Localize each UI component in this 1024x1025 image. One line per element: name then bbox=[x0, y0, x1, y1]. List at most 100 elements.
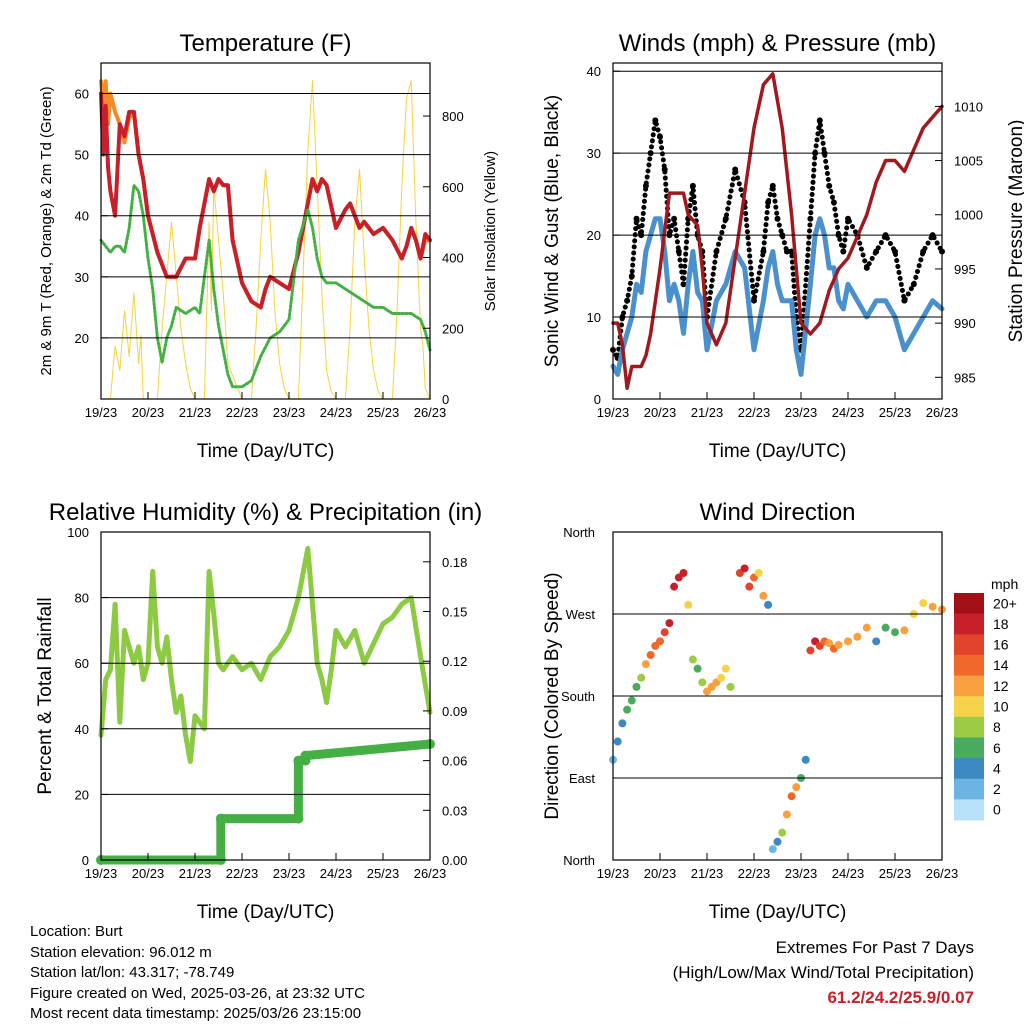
data-point-gust bbox=[751, 297, 757, 304]
direction-point bbox=[844, 637, 852, 646]
direction-point bbox=[754, 569, 763, 577]
y2-tick-label: 0.12 bbox=[442, 654, 467, 669]
direction-point bbox=[740, 564, 749, 573]
x-tick-label: 25/23 bbox=[879, 405, 912, 420]
direction-point bbox=[825, 639, 834, 648]
direction-point bbox=[670, 582, 679, 591]
direction-point bbox=[717, 673, 726, 682]
data-point-gust bbox=[816, 117, 823, 124]
direction-point bbox=[660, 628, 669, 637]
x-axis-label: Time (Day/UTC) bbox=[709, 902, 847, 923]
y2-tick-label: 600 bbox=[442, 180, 464, 195]
direction-point bbox=[698, 678, 707, 687]
y2-tick-label: 200 bbox=[442, 321, 464, 336]
direction-point bbox=[627, 696, 636, 705]
data-point-gust bbox=[910, 281, 917, 288]
data-point-gust bbox=[760, 248, 767, 255]
colorbar-swatch bbox=[954, 716, 984, 738]
y-tick-label: 60 bbox=[75, 656, 89, 671]
y2-axis-label: Solar Insolation (Yellow) bbox=[482, 151, 499, 311]
colorbar-label: 0 bbox=[993, 802, 1001, 818]
colorbar-swatch bbox=[954, 675, 984, 697]
colorbar-swatch bbox=[954, 634, 984, 656]
data-point-gust bbox=[671, 215, 678, 222]
x-tick-label: 23/23 bbox=[273, 405, 306, 420]
extremes-title: Extremes For Past 7 Days bbox=[775, 938, 974, 957]
panel-title: Wind Direction bbox=[699, 499, 855, 526]
direction-point bbox=[665, 619, 674, 628]
series-line-t2m bbox=[99, 91, 432, 310]
data-point-gust bbox=[642, 182, 649, 189]
x-axis-label: Time (Day/UTC) bbox=[197, 902, 335, 923]
colorbar-swatch bbox=[954, 799, 984, 821]
data-point-gust bbox=[689, 182, 696, 189]
y-tick-label: 60 bbox=[75, 87, 89, 102]
y-tick-label: West bbox=[566, 607, 596, 622]
y-tick-label: 20 bbox=[587, 228, 601, 243]
x-tick-label: 21/23 bbox=[179, 405, 212, 420]
x-tick-label: 20/23 bbox=[132, 866, 165, 881]
panel-1 bbox=[610, 62, 945, 400]
y2-tick-label: 0 bbox=[442, 392, 449, 407]
y-tick-label: 10 bbox=[587, 310, 601, 325]
extremes-subtitle: (High/Low/Max Wind/Total Precipitation) bbox=[672, 963, 974, 982]
direction-point bbox=[693, 664, 702, 673]
y-tick-label: 80 bbox=[75, 591, 89, 606]
data-point-gust bbox=[873, 248, 880, 255]
y-tick-label: 40 bbox=[587, 64, 601, 79]
x-tick-label: 25/23 bbox=[367, 866, 400, 881]
colorbar-label: 8 bbox=[993, 719, 1001, 735]
y2-tick-label: 400 bbox=[442, 251, 464, 266]
y2-tick-label: 995 bbox=[954, 262, 976, 277]
y2-tick-label: 990 bbox=[954, 316, 976, 331]
x-tick-label: 21/23 bbox=[691, 405, 724, 420]
y-tick-label: 40 bbox=[75, 209, 89, 224]
x-tick-label: 23/23 bbox=[785, 405, 818, 420]
extremes-values: 61.2/24.2/25.9/0.07 bbox=[827, 988, 974, 1007]
colorbar-swatch bbox=[954, 613, 984, 635]
y-tick-label: 30 bbox=[75, 270, 89, 285]
x-tick-label: 20/23 bbox=[644, 866, 677, 881]
x-tick-label: 19/23 bbox=[85, 866, 118, 881]
x-tick-label: 26/23 bbox=[414, 866, 447, 881]
data-point-gust bbox=[680, 281, 687, 288]
colorbar-label: 4 bbox=[993, 760, 1001, 776]
latlon-text: Station lat/lon: 43.317; -78.749 bbox=[30, 964, 235, 981]
y-axis-label: Percent & Total Rainfall bbox=[35, 597, 56, 794]
y-axis-label: Sonic Wind & Gust (Blue, Black) bbox=[542, 95, 563, 367]
x-tick-label: 24/23 bbox=[832, 866, 865, 881]
plot-frame bbox=[612, 62, 943, 400]
data-point-precip bbox=[293, 813, 304, 824]
x-tick-label: 22/23 bbox=[226, 866, 259, 881]
y-tick-label: South bbox=[561, 689, 595, 704]
direction-point bbox=[768, 845, 777, 854]
series-line-wind bbox=[610, 216, 945, 377]
direction-point bbox=[881, 623, 890, 632]
colorbar-title: mph bbox=[991, 576, 1018, 592]
direction-point bbox=[872, 637, 881, 646]
x-tick-label: 24/23 bbox=[320, 405, 353, 420]
data-point-gust bbox=[657, 133, 663, 140]
created-text: Figure created on Wed, 2025-03-26, at 23… bbox=[30, 984, 365, 1002]
series-line-gust bbox=[610, 117, 945, 361]
direction-point bbox=[745, 582, 754, 591]
data-point-gust bbox=[783, 248, 790, 255]
data-point-gust bbox=[722, 215, 729, 222]
data-point-gust bbox=[624, 297, 631, 304]
data-point-gust bbox=[840, 248, 847, 255]
direction-point bbox=[778, 828, 787, 837]
y2-tick-label: 985 bbox=[954, 370, 976, 385]
direction-point bbox=[641, 660, 650, 669]
x-tick-label: 21/23 bbox=[179, 866, 212, 881]
y2-tick-label: 0.15 bbox=[442, 605, 467, 620]
y-tick-label: 20 bbox=[75, 331, 89, 346]
colorbar-swatch bbox=[954, 696, 984, 718]
x-tick-label: 22/23 bbox=[738, 866, 771, 881]
direction-point bbox=[759, 591, 768, 600]
y2-tick-label: 0.00 bbox=[442, 853, 467, 868]
y2-tick-label: 0.03 bbox=[442, 803, 467, 818]
x-tick-label: 21/23 bbox=[691, 866, 724, 881]
direction-point bbox=[862, 623, 871, 632]
x-tick-label: 25/23 bbox=[879, 866, 912, 881]
